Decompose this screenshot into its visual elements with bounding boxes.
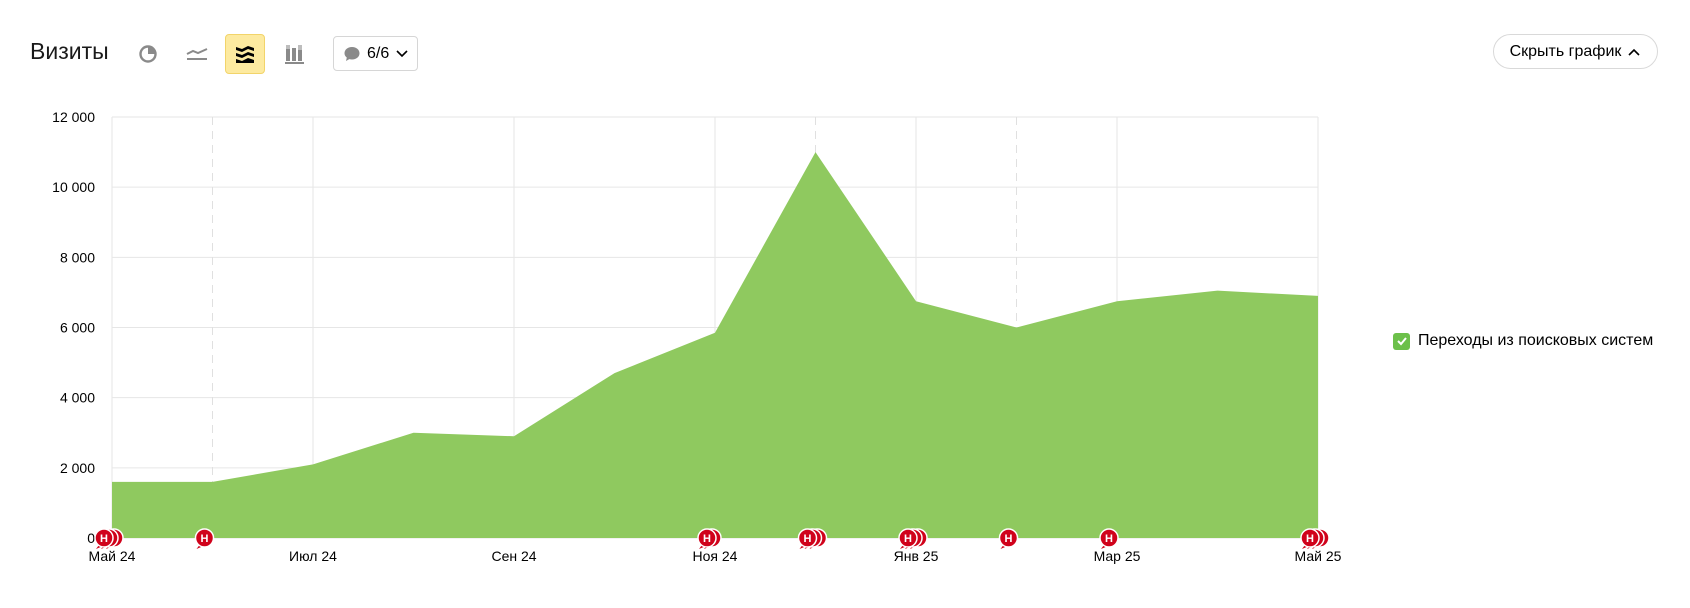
comment-icon <box>344 46 360 61</box>
checkmark-icon <box>1396 337 1407 346</box>
legend-item[interactable]: Переходы из поисковых систем <box>1393 332 1653 350</box>
annotation-marker[interactable]: Н <box>898 528 928 549</box>
marker-letter: Н <box>804 533 812 545</box>
marker-letter: Н <box>201 533 209 545</box>
marker-letter: Н <box>100 533 108 545</box>
chart-header: Визиты 6/6 <box>0 0 1690 100</box>
y-tick-label: 12 000 <box>52 109 95 125</box>
annotation-marker[interactable]: Н <box>194 528 215 549</box>
line-chart-icon <box>186 48 208 60</box>
hide-chart-button[interactable]: Скрыть график <box>1493 34 1658 69</box>
chevron-up-icon <box>1628 48 1640 56</box>
x-tick-label: Май 25 <box>1295 548 1342 564</box>
y-tick-label: 10 000 <box>52 179 95 195</box>
pie-chart-button[interactable] <box>128 34 168 74</box>
bar-chart-icon <box>285 45 304 64</box>
bar-chart-button[interactable] <box>275 34 315 74</box>
x-tick-label: Ноя 24 <box>693 548 738 564</box>
y-tick-label: 4 000 <box>60 390 95 406</box>
marker-letter: Н <box>703 533 711 545</box>
notes-count: 6/6 <box>367 44 390 62</box>
y-axis: 0 2 000 4 000 6 000 8 000 10 000 12 000 <box>52 109 95 546</box>
y-tick-label: 8 000 <box>60 249 95 265</box>
line-chart-button[interactable] <box>177 34 217 74</box>
marker-circle <box>1300 528 1320 548</box>
legend-checkbox[interactable] <box>1393 332 1410 350</box>
area-chart-button[interactable] <box>225 34 265 74</box>
x-axis: Май 24 Июл 24 Сен 24 Ноя 24 Янв 25 Мар 25 Май … <box>89 548 1342 564</box>
marker-circle <box>697 528 717 548</box>
marker-circle <box>1099 528 1119 548</box>
page-title: Визиты <box>30 38 109 64</box>
marker-letter: Н <box>1005 533 1013 545</box>
annotation-marker[interactable]: Н <box>1300 528 1330 549</box>
marker-circle <box>194 528 215 548</box>
legend-label: Переходы из поисковых систем <box>1418 332 1654 349</box>
y-tick-label: 2 000 <box>60 460 95 476</box>
marker-circle <box>797 528 818 548</box>
marker-letter: Н <box>1306 533 1314 545</box>
marker-letter: Н <box>1105 533 1113 545</box>
marker-letter: Н <box>904 533 912 545</box>
annotation-marker[interactable]: Н <box>1099 528 1119 549</box>
x-tick-label: Май 24 <box>89 548 136 564</box>
annotation-marker[interactable]: Н <box>797 528 828 549</box>
annotation-marker[interactable]: Н <box>94 528 124 549</box>
marker-circle <box>998 528 1019 548</box>
x-tick-label: Сен 24 <box>491 548 536 564</box>
annotation-marker[interactable]: Н <box>998 528 1019 549</box>
annotation-marker[interactable]: Н <box>697 528 722 549</box>
area-chart-icon <box>236 46 254 63</box>
x-tick-label: Июл 24 <box>289 548 337 564</box>
area-series <box>112 152 1318 539</box>
y-tick-label: 0 <box>87 530 95 546</box>
x-tick-label: Мар 25 <box>1094 548 1141 564</box>
x-tick-label: Янв 25 <box>894 548 939 564</box>
area-series-fill <box>112 152 1318 539</box>
notes-dropdown[interactable]: 6/6 <box>333 36 418 71</box>
hide-chart-label: Скрыть график <box>1509 42 1622 60</box>
marker-circle <box>94 528 114 548</box>
chevron-down-icon <box>396 49 408 57</box>
marker-circle <box>898 528 918 548</box>
y-tick-label: 6 000 <box>60 320 95 336</box>
pie-chart-icon <box>139 45 157 63</box>
